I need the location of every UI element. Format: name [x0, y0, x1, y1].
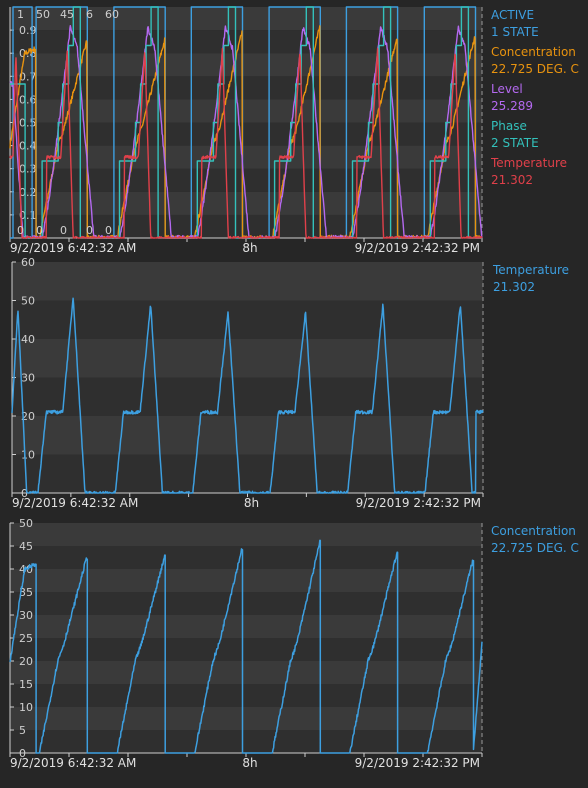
y-tick-label: 40 [21, 333, 35, 346]
x-tick-label-start: 9/2/2019 6:42:32 AM [10, 241, 136, 255]
legend-value: 22.725 DEG. C [491, 62, 579, 76]
grid-band-bottom [10, 592, 482, 615]
y-tick-label: 20 [21, 410, 35, 423]
scale-max-label: 6 [86, 8, 93, 21]
y-tick-label: 50 [19, 517, 33, 530]
grid-band-top [10, 30, 482, 54]
grid-band-top [10, 76, 482, 100]
legend-name: Concentration [491, 45, 576, 59]
grid-band-middle [12, 377, 483, 416]
legend-value: 25.289 [491, 99, 533, 113]
grid-band-bottom [10, 546, 482, 569]
x-tick-label-start: 9/2/2019 6:42:32 AM [12, 496, 138, 510]
y-tick-label: 0.2 [19, 186, 37, 199]
series-line-temperature [9, 47, 483, 239]
x-tick-label-end: 9/2/2019 2:42:32 PM [355, 756, 480, 770]
legend-name: Temperature [491, 156, 568, 170]
x-tick-label-mid: 8h [242, 241, 257, 255]
legend-value: 2 STATE [491, 136, 539, 150]
grid-band-top [10, 214, 482, 238]
x-tick-label-mid: 8h [244, 496, 259, 510]
legend-value: 21.302 [491, 173, 533, 187]
y-tick-label: 10 [21, 449, 35, 462]
x-tick-label-mid: 8h [242, 756, 257, 770]
y-tick-label: 0 [19, 747, 26, 760]
grid-band-bottom [10, 730, 482, 753]
legend-name: Temperature [493, 263, 570, 277]
grid-band-middle [12, 339, 483, 378]
y-tick-label: 0.6 [19, 93, 37, 106]
legend-name: Level [491, 82, 523, 96]
y-tick-label: 0.4 [19, 140, 37, 153]
scale-max-label: 50 [36, 8, 50, 21]
legend-value: 21.302 [493, 280, 535, 294]
y-tick-label: 0.9 [19, 24, 37, 37]
legend-name: Phase [491, 119, 527, 133]
y-tick-label: 20 [19, 655, 33, 668]
legend-value: 22.725 DEG. C [491, 541, 579, 555]
series-line-level [9, 25, 483, 239]
legend-entry-temperature[interactable]: Temperature 21.302 [493, 262, 569, 296]
grid-band-bottom [10, 569, 482, 592]
grid-band-middle [12, 454, 483, 493]
y-tick-label: 60 [21, 256, 35, 269]
legend-value: 1 STATE [491, 25, 539, 39]
y-tick-label: 0 [21, 487, 28, 500]
x-tick-label-end: 9/2/2019 2:42:32 PM [356, 496, 481, 510]
grid-band-bottom [10, 523, 482, 546]
legend-entry-phase[interactable]: Phase 2 STATE [491, 118, 579, 152]
scale-zero-label: 0 [17, 224, 24, 237]
scale-zero-label: 0 [60, 224, 67, 237]
y-tick-label: 10 [19, 701, 33, 714]
y-tick-label: 0.3 [19, 163, 37, 176]
grid-band-bottom [10, 615, 482, 638]
scale-zero-label: 0 [36, 224, 43, 237]
scale-zero-label: 0 [86, 224, 93, 237]
legend-name: ACTIVE [491, 8, 535, 22]
y-tick-label: 25 [19, 632, 33, 645]
series-line-concentration [9, 539, 483, 754]
x-tick-label-start: 9/2/2019 6:42:32 AM [10, 756, 136, 770]
scale-max-label: 45 [60, 8, 74, 21]
grid-band-middle [12, 262, 483, 301]
grid-band-bottom [10, 638, 482, 661]
legend-entry-concentration[interactable]: Concentration 22.725 DEG. C [491, 44, 579, 78]
scale-max-label: 1 [17, 8, 24, 21]
grid-band-middle [12, 416, 483, 455]
grid-band-bottom [10, 684, 482, 707]
grid-band-top [10, 53, 482, 77]
y-tick-label: 45 [19, 540, 33, 553]
grid-band-top [10, 99, 482, 123]
grid-band-middle [12, 300, 483, 339]
scale-zero-label: 0 [105, 224, 112, 237]
series-line-temperature [11, 297, 484, 494]
grid-band-bottom [10, 661, 482, 684]
legend-top: ACTIVE 1 STATE Concentration 22.725 DEG.… [491, 7, 579, 189]
legend-entry-level[interactable]: Level 25.289 [491, 81, 579, 115]
y-tick-label: 30 [21, 372, 35, 385]
y-tick-label: 0.5 [19, 117, 37, 130]
grid-band-top [10, 7, 482, 31]
grid-band-bottom [10, 707, 482, 730]
y-tick-label: 15 [19, 678, 33, 691]
scale-max-label: 60 [105, 8, 119, 21]
y-tick-label: 35 [19, 586, 33, 599]
grid-band-top [10, 122, 482, 146]
legend-entry-concentration[interactable]: Concentration 22.725 DEG. C [491, 523, 579, 557]
legend-bottom: Concentration 22.725 DEG. C [491, 523, 579, 557]
legend-middle: Temperature 21.302 [493, 262, 569, 296]
y-tick-label: 30 [19, 609, 33, 622]
legend-name: Concentration [491, 524, 576, 538]
legend-entry-temperature[interactable]: Temperature 21.302 [491, 155, 579, 189]
y-tick-label: 50 [21, 295, 35, 308]
legend-entry-active[interactable]: ACTIVE 1 STATE [491, 7, 579, 41]
y-tick-label: 5 [19, 724, 26, 737]
x-tick-label-end: 9/2/2019 2:42:32 PM [355, 241, 480, 255]
